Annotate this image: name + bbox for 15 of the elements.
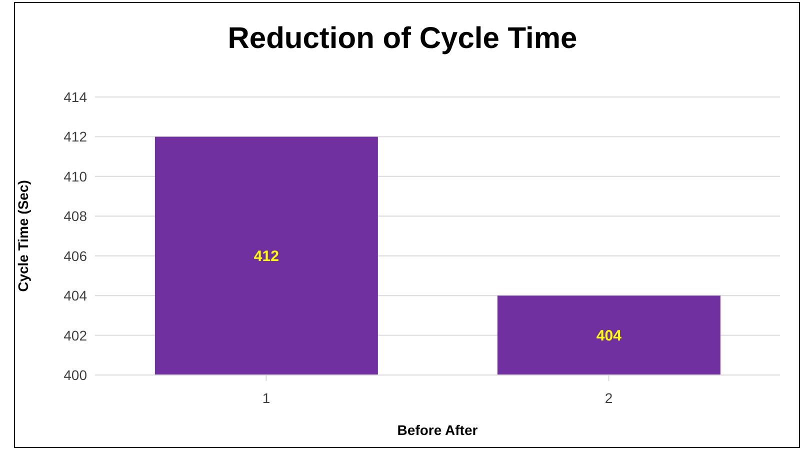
y-tick-label: 400 xyxy=(64,366,88,383)
x-axis-title: Before After xyxy=(397,422,478,438)
y-axis-title: Cycle Time (Sec) xyxy=(14,180,31,292)
chart-title: Reduction of Cycle Time xyxy=(226,22,578,56)
y-tick-label: 402 xyxy=(64,327,88,344)
data-label: 404 xyxy=(596,328,622,345)
y-tick-label: 404 xyxy=(64,288,88,304)
y-tick-label: 414 xyxy=(64,88,88,105)
y-tick-label: 410 xyxy=(64,168,88,184)
y-tick-label: 412 xyxy=(64,128,88,145)
x-tick-label: 1 xyxy=(262,390,270,406)
x-tick-label: 2 xyxy=(604,390,613,406)
data-label: 412 xyxy=(254,248,279,266)
y-tick-label: 408 xyxy=(64,208,88,224)
y-tick-label: 406 xyxy=(64,248,88,264)
